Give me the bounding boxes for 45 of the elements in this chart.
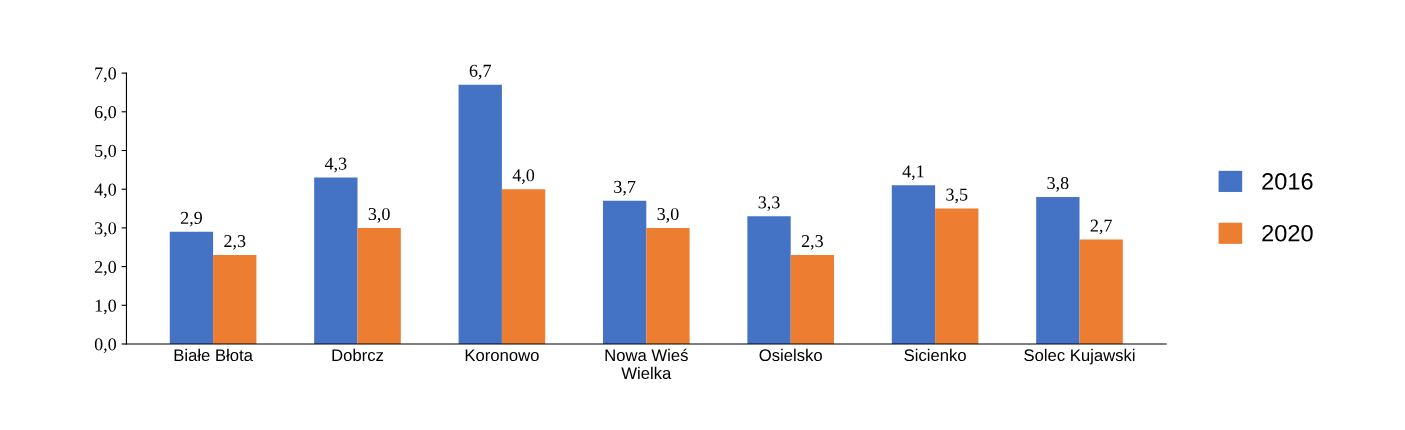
bar bbox=[169, 231, 214, 344]
bar bbox=[1079, 239, 1123, 344]
data-label: 3,8 bbox=[1047, 176, 1069, 192]
data-label: 3,7 bbox=[614, 180, 636, 196]
y-tick-label: 6,0 bbox=[94, 106, 117, 121]
legend-label: 2016 bbox=[1262, 173, 1313, 190]
data-label: 2,7 bbox=[1090, 219, 1112, 235]
bar bbox=[501, 189, 546, 344]
x-tick-label: Solec Kujawski bbox=[1024, 348, 1135, 365]
bar bbox=[790, 254, 835, 344]
bar bbox=[213, 254, 257, 344]
y-tick-label: 3,0 bbox=[95, 222, 117, 237]
bar bbox=[458, 84, 502, 344]
y-tick-label: 2,0 bbox=[94, 260, 117, 276]
data-label: 3,3 bbox=[758, 196, 780, 212]
y-tick-label: 5,0 bbox=[95, 144, 117, 160]
x-tick-label: Koronowo bbox=[465, 349, 539, 362]
data-label: 2,3 bbox=[801, 235, 823, 250]
x-tick-label: Osielsko bbox=[759, 348, 822, 362]
y-tick-label: 1,0 bbox=[95, 299, 117, 315]
data-label: 3,0 bbox=[368, 207, 390, 223]
bar bbox=[357, 227, 401, 344]
y-tick-label: 4,0 bbox=[94, 183, 117, 199]
y-tick-label: 0,0 bbox=[94, 338, 117, 354]
bar bbox=[891, 185, 936, 344]
data-label: 4,0 bbox=[512, 169, 535, 184]
bar bbox=[935, 208, 979, 344]
data-label: 3,5 bbox=[946, 188, 968, 204]
data-label: 6,7 bbox=[469, 64, 491, 80]
bar bbox=[602, 200, 647, 344]
data-label: 4,1 bbox=[902, 165, 924, 181]
bar bbox=[646, 227, 690, 344]
y-tick-label: 7,0 bbox=[95, 67, 117, 83]
data-label: 2,9 bbox=[180, 211, 202, 227]
bar bbox=[747, 216, 791, 344]
data-label: 3,0 bbox=[657, 207, 679, 223]
x-tick-label: Białe Błota bbox=[174, 348, 253, 362]
x-tick-label: Dobrcz bbox=[332, 348, 384, 362]
data-label: 4,3 bbox=[324, 157, 347, 173]
bar bbox=[1036, 196, 1080, 344]
x-tick-label: Nowa Wieś Wielka bbox=[605, 348, 688, 380]
legend-label: 2020 bbox=[1262, 224, 1313, 242]
x-tick-label: Sicienko bbox=[904, 348, 966, 362]
bar bbox=[314, 177, 358, 344]
data-label: 2,3 bbox=[224, 235, 246, 250]
